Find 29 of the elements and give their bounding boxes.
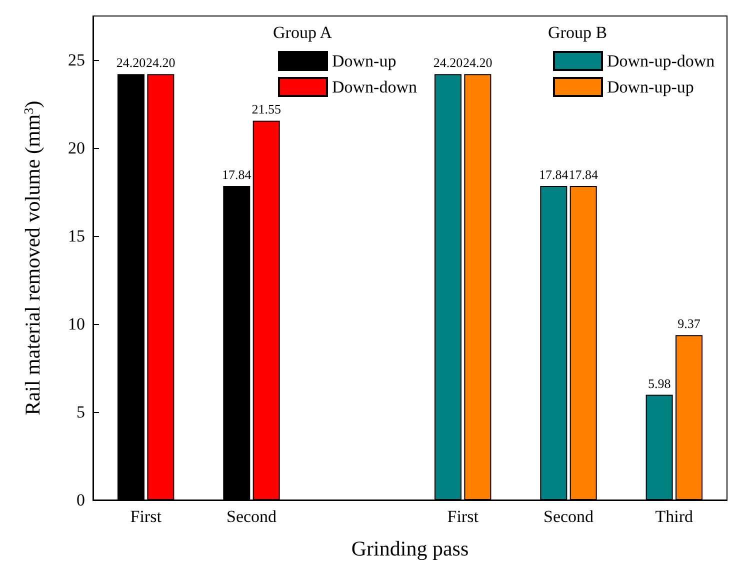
data-label: 17.84 — [539, 167, 569, 182]
data-label: 24.20 — [433, 55, 463, 70]
legend-label: Down-up-down — [607, 52, 716, 70]
y-tick-label: 10 — [68, 314, 85, 334]
y-tick-label: 25 — [68, 50, 85, 70]
legend-label: Down-down — [332, 78, 418, 96]
y-tick-label: 20 — [68, 138, 85, 158]
data-label: 9.37 — [678, 316, 701, 332]
data-label: 24.20 — [116, 55, 146, 70]
x-tick-label: Second — [543, 507, 594, 526]
y-tick-label: 0 — [76, 490, 85, 510]
legend-label: Down-up-up — [607, 78, 694, 96]
y-tick-label: 15 — [68, 226, 85, 246]
legend-label: Down-up — [332, 52, 396, 70]
data-label: 21.55 — [252, 102, 281, 117]
data-label: 24.20 — [463, 55, 492, 70]
annotation: Group A — [273, 23, 333, 42]
x-tick-label: Third — [655, 507, 694, 526]
data-label: 5.98 — [648, 376, 671, 391]
y-tick-label: 5 — [76, 402, 85, 422]
x-tick-label: First — [130, 507, 162, 526]
x-tick-label: First — [447, 507, 479, 526]
annotation: Group B — [548, 23, 608, 42]
data-label: 24.20 — [146, 55, 176, 70]
data-label: 17.84 — [568, 167, 598, 182]
data-label: 17.84 — [222, 167, 252, 182]
x-tick-label: Second — [226, 507, 278, 526]
y-axis-title: Rail material removed volume (mm3) — [20, 100, 44, 416]
x-axis-title: Grinding pass — [351, 536, 469, 560]
